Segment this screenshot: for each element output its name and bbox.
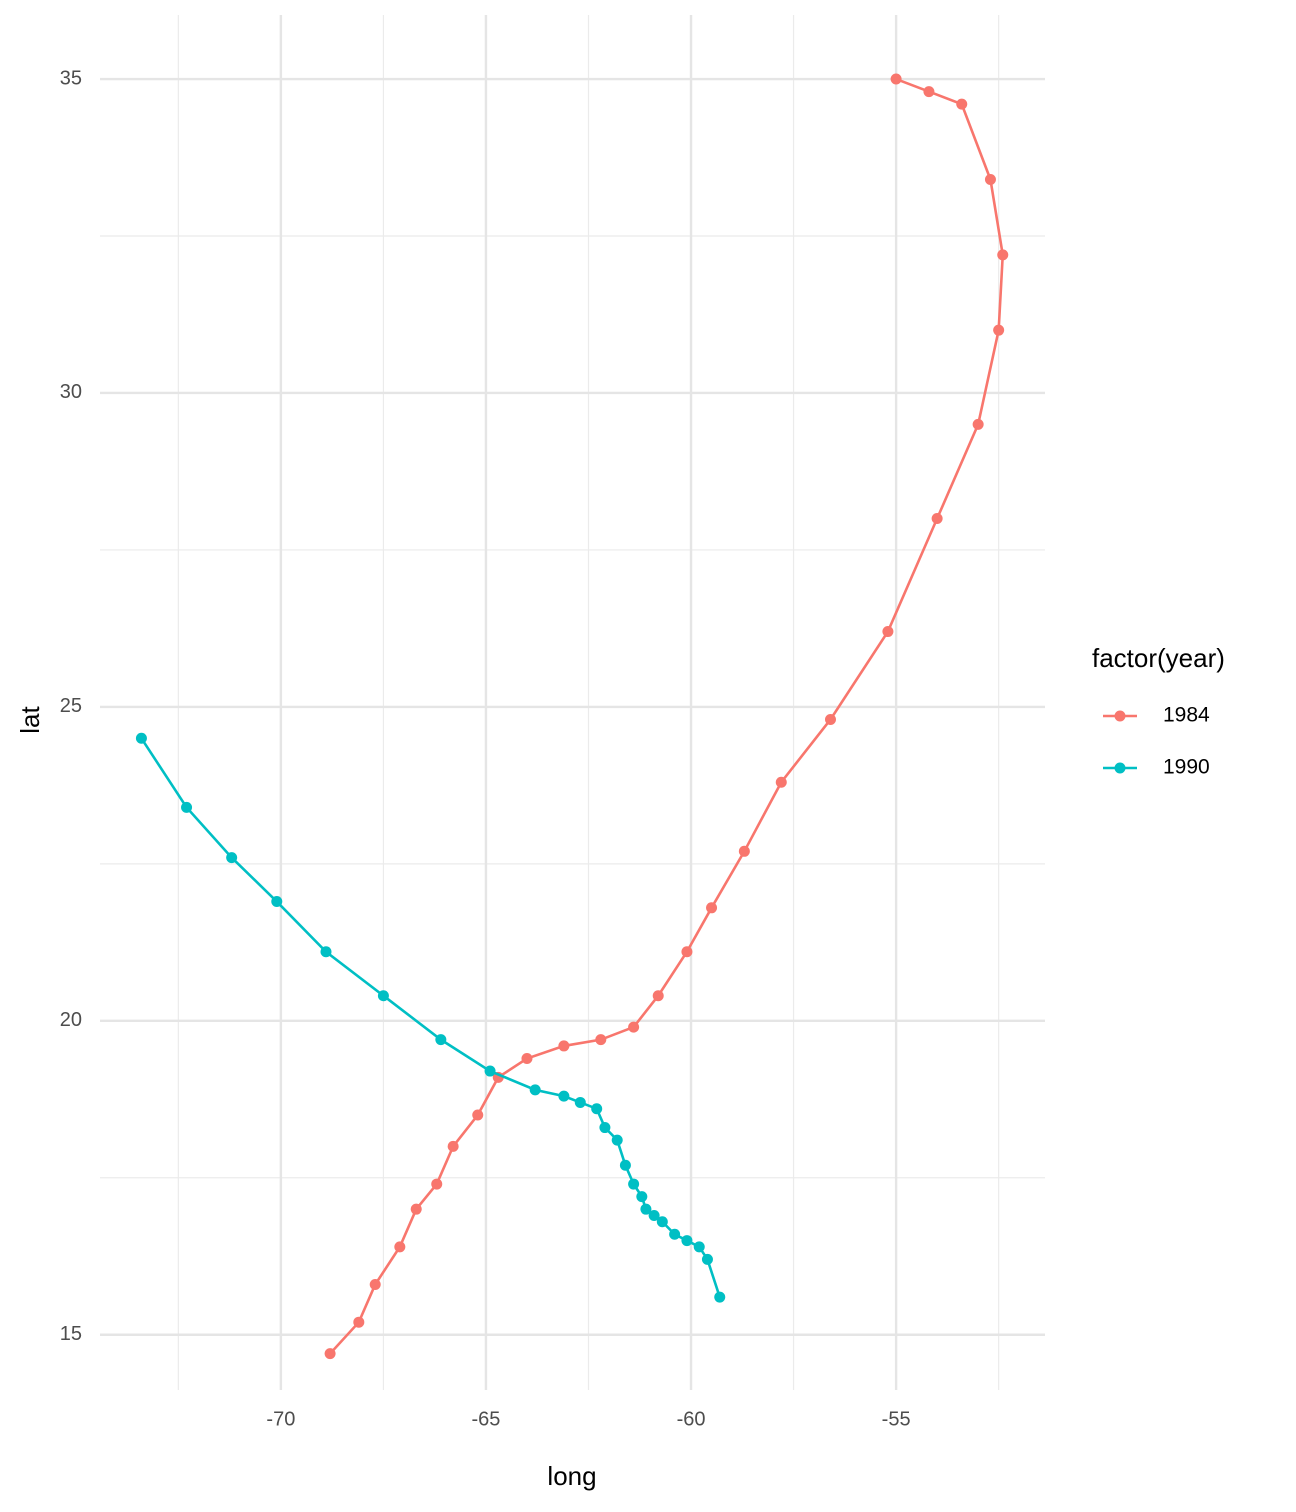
point <box>993 324 1005 336</box>
point <box>410 1203 422 1215</box>
y-tick-label: 35 <box>60 67 82 89</box>
grid <box>100 15 1045 1390</box>
point <box>714 1291 726 1303</box>
point <box>377 990 389 1002</box>
x-tick-label: -60 <box>677 1408 706 1430</box>
x-tick-label: -65 <box>472 1408 501 1430</box>
point <box>521 1052 533 1064</box>
point <box>591 1103 603 1115</box>
point <box>484 1065 496 1077</box>
y-axis-title: lat <box>15 705 45 733</box>
point <box>447 1140 459 1152</box>
point <box>824 713 836 725</box>
point <box>394 1241 406 1253</box>
point <box>701 1253 713 1265</box>
point <box>369 1279 381 1291</box>
legend-label: 1990 <box>1163 756 1210 779</box>
point <box>431 1178 443 1190</box>
point <box>923 86 935 98</box>
point <box>435 1034 447 1046</box>
legend-key-point <box>1114 710 1126 722</box>
point <box>640 1203 652 1215</box>
point <box>595 1034 607 1046</box>
point <box>558 1040 570 1052</box>
point <box>529 1084 541 1096</box>
point <box>472 1109 484 1121</box>
point <box>353 1316 365 1328</box>
point <box>320 946 332 958</box>
legend-key-point <box>1114 762 1126 774</box>
point <box>669 1228 681 1240</box>
point <box>775 776 787 788</box>
point <box>599 1122 611 1134</box>
point <box>890 73 902 85</box>
point <box>271 896 283 908</box>
series-line <box>329 77 1005 1355</box>
point <box>931 513 943 525</box>
point <box>628 1178 640 1190</box>
x-tick-label: -70 <box>266 1408 295 1430</box>
point <box>693 1241 705 1253</box>
x-axis-title: long <box>547 1461 596 1491</box>
point <box>226 852 238 864</box>
point <box>181 801 193 813</box>
point <box>135 732 147 744</box>
point <box>652 990 664 1002</box>
point <box>558 1090 570 1102</box>
point <box>882 626 894 638</box>
series-line <box>140 737 721 1298</box>
x-tick-label: -55 <box>882 1408 911 1430</box>
point <box>706 902 718 914</box>
y-tick-label: 20 <box>60 1009 82 1031</box>
point <box>636 1191 648 1203</box>
point <box>681 946 693 958</box>
legend-title: factor(year) <box>1092 643 1225 673</box>
point <box>681 1235 693 1247</box>
y-tick-label: 30 <box>60 381 82 403</box>
legend-label: 1984 <box>1163 704 1210 727</box>
y-tick-label: 15 <box>60 1323 82 1345</box>
point <box>738 845 750 857</box>
point <box>656 1216 668 1228</box>
point <box>956 98 968 110</box>
point <box>972 418 984 430</box>
y-tick-label: 25 <box>60 695 82 717</box>
point <box>574 1096 586 1108</box>
point <box>619 1159 631 1171</box>
point <box>324 1348 336 1360</box>
point <box>997 249 1009 261</box>
point <box>984 173 996 185</box>
point <box>628 1021 640 1033</box>
point <box>648 1209 660 1221</box>
point <box>611 1134 623 1146</box>
